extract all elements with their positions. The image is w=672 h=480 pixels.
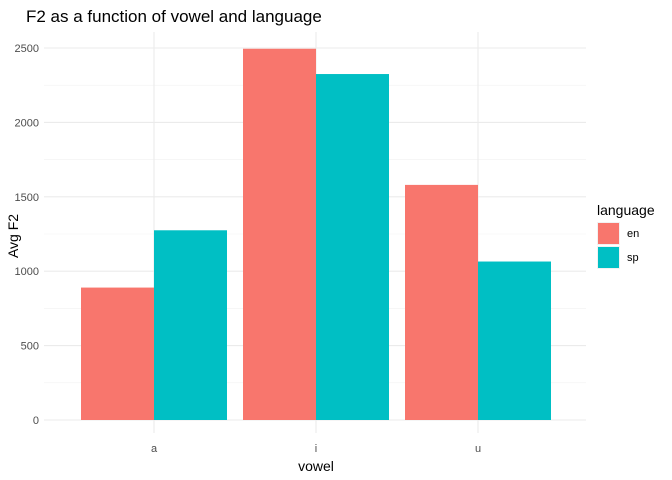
x-tick-label: a	[151, 443, 158, 455]
bar-en-a	[81, 287, 154, 420]
y-tick-label: 0	[33, 415, 39, 427]
bar-sp-i	[316, 74, 389, 420]
y-tick-label: 2500	[15, 43, 39, 55]
legend-label-sp: sp	[627, 252, 639, 264]
y-tick-label: 2000	[15, 117, 39, 129]
y-tick-label: 500	[21, 341, 39, 353]
bar-group	[81, 48, 551, 421]
legend-key-en	[598, 223, 619, 244]
bar-en-u	[405, 184, 478, 420]
y-axis-title: Avg F2	[5, 214, 21, 258]
y-tick-label: 1000	[15, 266, 39, 278]
bar-en-i	[243, 48, 316, 421]
bar-sp-a	[154, 230, 227, 420]
x-axis-title: vowel	[298, 458, 334, 474]
bar-sp-u	[478, 261, 551, 420]
x-tick-label: u	[475, 443, 481, 455]
x-tick-label: i	[315, 443, 317, 455]
y-axis-tick-labels: 0 500 1000 1500 2000 2500	[15, 43, 39, 427]
legend: language en sp	[597, 202, 655, 269]
legend-label-en: en	[627, 228, 639, 240]
chart-title: F2 as a function of vowel and language	[26, 7, 322, 26]
y-tick-label: 1500	[15, 192, 39, 204]
legend-title: language	[597, 202, 655, 218]
legend-key-sp	[598, 247, 619, 268]
